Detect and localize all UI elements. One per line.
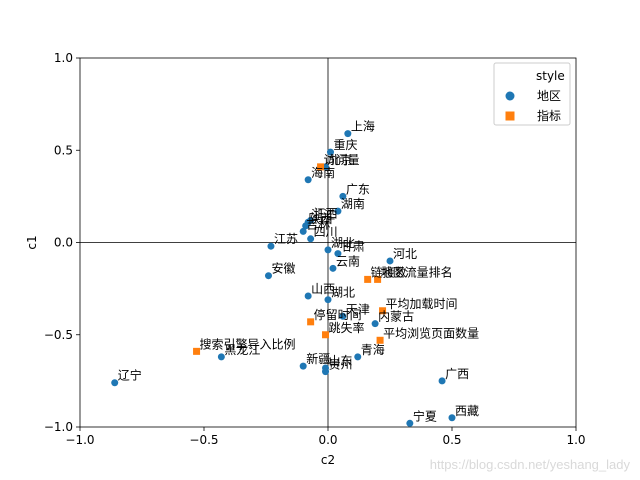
region-label: 海南: [311, 165, 335, 180]
indicator-point: [317, 163, 325, 171]
region-point: [302, 222, 310, 230]
region-point: [324, 246, 332, 254]
region-point: [334, 250, 342, 258]
region-point: [326, 148, 334, 156]
region-label: 江苏: [274, 232, 298, 246]
indicator-label: 搜索引擎导入比例: [200, 336, 296, 351]
region-label: 上海: [351, 119, 375, 134]
region-label: 宁夏: [413, 408, 437, 423]
region-point: [448, 414, 456, 422]
indicator-point: [193, 347, 201, 355]
region-point: [322, 368, 330, 376]
y-tick-label: 0.0: [54, 236, 73, 250]
indicator-point: [374, 275, 382, 283]
indicator-label: 平均加载时间: [386, 297, 458, 311]
region-point: [299, 362, 307, 370]
x-tick-label: 0.5: [442, 433, 461, 447]
region-label: 广东: [346, 182, 370, 196]
region-label: 吉林: [306, 217, 330, 231]
indicator-label: 链接数: [371, 264, 407, 279]
region-label: 贵州: [329, 358, 353, 372]
region-point: [406, 419, 414, 427]
region-point: [354, 353, 362, 361]
y-tick-label: 1.0: [54, 51, 73, 65]
region-point: [217, 353, 225, 361]
legend-title: style: [536, 69, 565, 83]
region-point: [371, 320, 379, 328]
region-label: 江西: [314, 206, 338, 220]
region-label: 内蒙古: [378, 309, 414, 324]
legend-box: [493, 62, 571, 126]
region-label: 湖南: [341, 196, 365, 211]
y-tick-label: −0.5: [44, 328, 73, 342]
indicator-point: [379, 307, 387, 315]
data-points: [111, 130, 456, 427]
region-point: [438, 377, 446, 385]
indicator-label: 地区流量排名: [381, 264, 453, 279]
region-label: 河北: [393, 247, 417, 261]
region-point: [324, 296, 332, 304]
region-point: [339, 312, 347, 320]
region-label: 安徽: [271, 261, 295, 276]
region-point: [267, 242, 275, 250]
legend-marker-circle: [505, 91, 515, 101]
indicator-point: [376, 336, 384, 344]
region-point: [307, 235, 315, 243]
region-label: 山西: [311, 282, 335, 296]
region-point: [386, 257, 394, 265]
region-label: 甘肃: [341, 240, 365, 254]
region-point: [339, 192, 347, 200]
region-point: [111, 379, 119, 387]
region-point: [344, 130, 352, 138]
x-tick-label: −0.5: [189, 433, 218, 447]
region-point: [304, 292, 312, 300]
region-label: 西藏: [455, 404, 479, 418]
x-tick-label: −1.0: [65, 433, 94, 447]
indicator-label: 平均浏览页面数量: [383, 325, 479, 340]
region-point: [264, 272, 272, 280]
region-label: 云南: [336, 253, 360, 268]
region-label: 黑龙江: [224, 343, 260, 357]
legend: style 地区 指标: [493, 62, 571, 126]
region-point: [299, 227, 307, 235]
region-label: 陕西: [309, 211, 333, 226]
region-label: 湖北: [331, 285, 355, 300]
region-label: 天津: [346, 302, 370, 316]
watermark: https://blog.csdn.net/yeshang_lady: [429, 457, 630, 472]
region-label: 辽宁: [118, 368, 142, 383]
y-axis-title: c1: [25, 235, 39, 249]
indicator-point: [322, 331, 330, 339]
region-label: 重庆: [333, 138, 357, 152]
region-label: 湖北: [331, 235, 355, 250]
region-label: 广西: [445, 367, 469, 381]
region-label: 北京: [329, 153, 353, 167]
region-label: 四川: [314, 225, 338, 239]
x-tick-label: 1.0: [566, 433, 585, 447]
region-label: 山东: [329, 354, 353, 368]
indicator-point: [364, 275, 372, 283]
region-label: 青海: [361, 342, 385, 357]
legend-marker-square: [505, 111, 515, 121]
indicator-label: 访问量: [324, 153, 360, 167]
region-label: 浙江: [311, 208, 335, 222]
x-tick-label: 0.0: [318, 433, 337, 447]
y-tick-label: −1.0: [44, 420, 73, 434]
indicator-label: 停留时间: [314, 307, 362, 322]
region-point: [304, 176, 312, 184]
y-axis: −1.0 −0.5 0.0 0.5 1.0: [44, 51, 80, 434]
x-axis-title: c2: [321, 453, 335, 467]
legend-label-indicator: 指标: [537, 108, 561, 123]
region-point: [334, 207, 342, 215]
x-axis: −1.0 −0.5 0.0 0.5 1.0: [65, 427, 586, 447]
indicator-label: 跳失率: [329, 320, 365, 335]
region-point: [329, 264, 337, 272]
y-tick-label: 0.5: [54, 143, 73, 157]
legend-label-region: 地区: [537, 89, 561, 103]
region-label: 新疆: [306, 351, 330, 366]
indicator-point: [307, 318, 315, 326]
